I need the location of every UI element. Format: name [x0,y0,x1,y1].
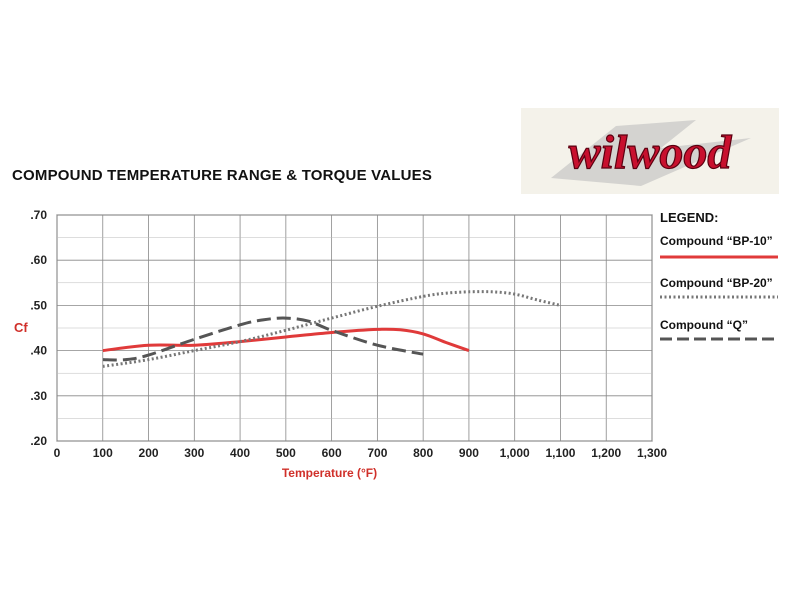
x-tick-label: 700 [367,446,387,460]
line-chart: 0 100 200 300 400 500 600 700 800 900 1,000 1,100 1,… [14,208,667,480]
x-tick-label: 1,000 [500,446,530,460]
series-line-1 [102,290,561,368]
y-axis-label: Cf [14,320,28,335]
x-tick-label: 1,300 [637,446,667,460]
legend-swatch-bp10 [660,255,778,259]
wilwood-logo: wilwood [521,108,779,194]
series-line-2 [102,316,424,362]
legend-label-bp20: Compound “BP-20” [660,276,773,290]
y-tick-label: .60 [30,253,47,267]
svg-text:wilwood: wilwood [569,126,733,179]
x-tick-label: 0 [54,446,61,460]
chart-title: COMPOUND TEMPERATURE RANGE & TORQUE VALU… [12,167,433,184]
wilwood-logo-graphic: wilwood [551,120,751,186]
legend-swatch-bp20 [660,295,778,299]
legend-label-q: Compound “Q” [660,318,748,332]
x-tick-label: 1,100 [545,446,575,460]
y-tick-label: .20 [30,434,47,448]
legend: LEGEND: Compound “BP-10” Compound “BP-20… [660,210,790,341]
x-tick-label: 100 [93,446,113,460]
x-tick-label: 600 [322,446,342,460]
x-tick-label: 1,200 [591,446,621,460]
x-axis-label: Temperature (°F) [282,466,377,480]
x-tick-label: 200 [139,446,159,460]
legend-label-bp10: Compound “BP-10” [660,234,773,248]
x-tick-label: 500 [276,446,296,460]
y-tick-label: .50 [30,298,47,312]
x-tick-label: 900 [459,446,479,460]
y-tick-label: .30 [30,389,47,403]
y-tick-label: .40 [30,344,47,358]
legend-title: LEGEND: [660,210,719,225]
y-tick-label: .70 [30,208,47,222]
series-line-0 [102,327,470,353]
legend-swatch-q [660,337,778,341]
x-tick-label: 300 [184,446,204,460]
x-tick-label: 800 [413,446,433,460]
x-tick-label: 400 [230,446,250,460]
